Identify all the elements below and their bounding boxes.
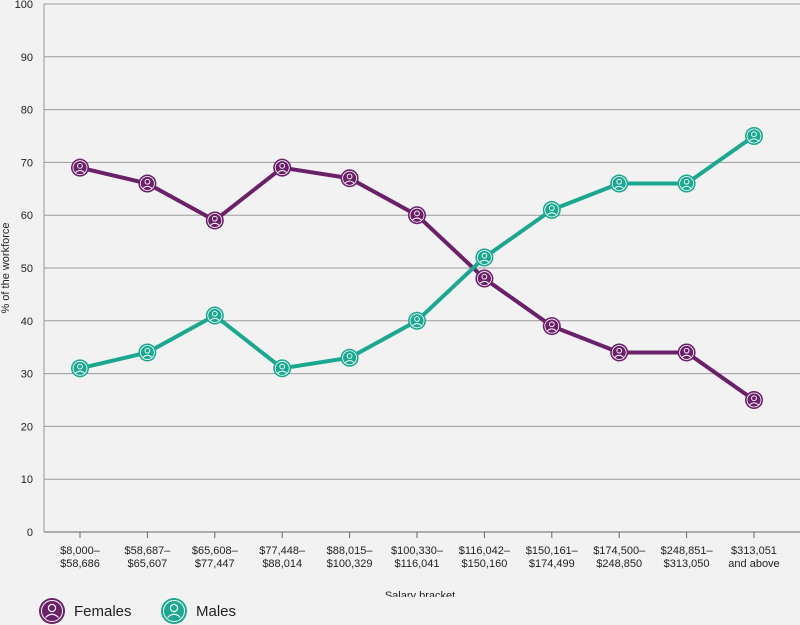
- y-tick-label: 100: [15, 0, 33, 11]
- data-point-females: [542, 317, 561, 336]
- line-chart: 0 10 20 30 40 50 60 70 80 90 100 $8,000– $58,686 $58,…: [0, 0, 800, 597]
- data-point-males: [745, 127, 763, 145]
- legend-item-females: Females: [38, 597, 132, 625]
- legend-label-males: Males: [196, 602, 237, 620]
- y-tick-label: 80: [21, 105, 33, 117]
- y-tick-label: 40: [21, 316, 33, 328]
- x-tick-label: $248,851– $313,050: [661, 545, 714, 570]
- data-point-females: [677, 343, 696, 362]
- data-point-males: [542, 200, 561, 219]
- data-point-females: [610, 343, 629, 362]
- series-line-males: [78, 134, 756, 371]
- x-tick-label: $174,500– $248,850: [593, 545, 646, 570]
- x-tick-label: $88,015– $100,329: [327, 545, 374, 570]
- y-tick-label: 50: [21, 263, 33, 275]
- x-tick-label: $65,608– $77,447: [192, 545, 239, 570]
- x-tick-label: $100,330– $116,041: [391, 545, 444, 570]
- y-axis-title: % of the workforce: [0, 222, 12, 313]
- legend-item-males: Males: [160, 597, 236, 625]
- data-point-males: [677, 174, 696, 193]
- data-point-females: [475, 269, 494, 288]
- x-tick-label: $8,000– $58,686: [60, 545, 101, 570]
- y-tick-label: 20: [21, 421, 33, 433]
- x-axis-title: Salary bracket: [385, 590, 455, 597]
- person-icon: [39, 598, 65, 624]
- y-tick-label: 60: [21, 210, 33, 222]
- data-point-females: [273, 158, 292, 177]
- data-point-males: [71, 359, 89, 378]
- x-tick-label: $150,161– $174,499: [526, 545, 579, 570]
- x-tick-label: $116,042– $150,160: [459, 545, 511, 570]
- data-point-males: [205, 306, 224, 325]
- y-tick-label: 90: [21, 52, 33, 64]
- data-point-females: [340, 169, 359, 188]
- x-tick-label: $58,687– $65,607: [124, 545, 171, 570]
- data-point-males: [610, 174, 629, 193]
- x-tick-label: $313,051 and above: [728, 545, 779, 570]
- data-point-males: [475, 248, 494, 267]
- data-point-females: [745, 391, 763, 409]
- y-tick-label: 0: [27, 527, 33, 539]
- data-point-males: [408, 311, 426, 330]
- series-line-females: [78, 165, 756, 402]
- data-point-females: [138, 174, 157, 193]
- data-point-males: [340, 348, 359, 367]
- data-point-males: [273, 359, 292, 378]
- person-icon: [161, 598, 187, 624]
- y-tick-label: 70: [21, 157, 33, 169]
- legend: Females Males: [0, 597, 800, 625]
- legend-label-females: Females: [74, 602, 132, 620]
- data-point-females: [71, 158, 89, 177]
- y-tick-label: 10: [21, 474, 33, 486]
- data-point-males: [138, 343, 157, 362]
- y-tick-label: 30: [21, 369, 33, 381]
- data-point-females: [408, 206, 426, 225]
- data-point-females: [205, 211, 224, 230]
- x-tick-label: $77,448– $88,014: [259, 545, 306, 570]
